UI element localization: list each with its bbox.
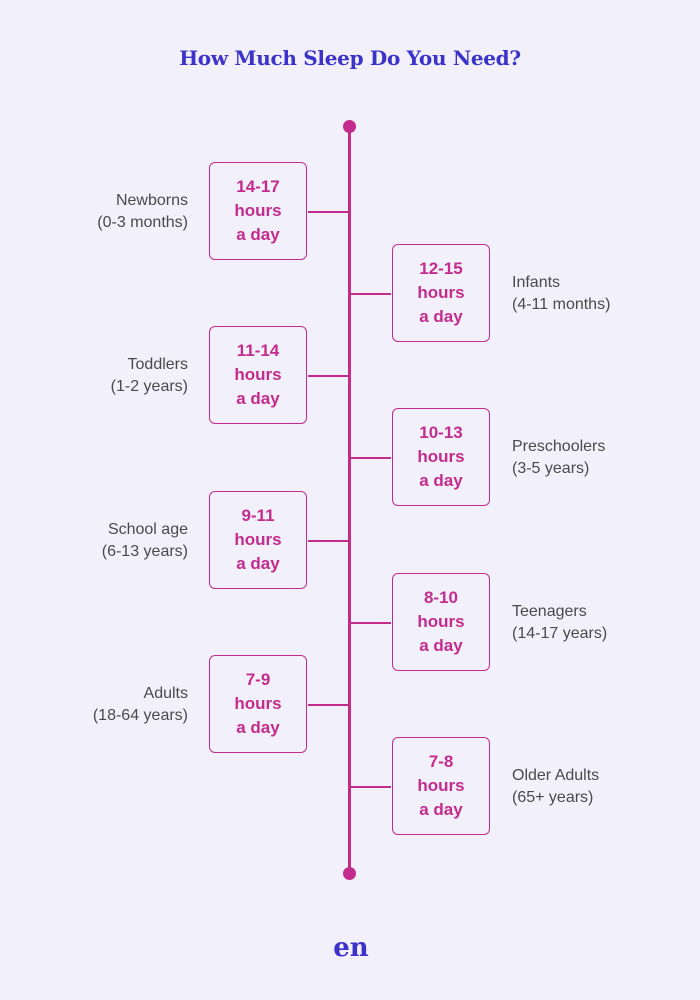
group-name: Preschoolers [512,438,606,455]
hours-range: 7-9 [245,670,271,689]
group-age: (65+ years) [512,789,594,806]
hours-unit: hours [417,447,465,466]
hours-range: 11-14 [236,341,280,360]
timeline-spine [348,126,351,874]
connector [308,704,349,706]
brand-logo: en [333,933,369,963]
age-group-label: Infants (4-11 months) [512,272,682,316]
hours-unit: hours [417,283,465,302]
group-age: (1-2 years) [110,378,188,395]
hours-range: 10-13 [419,423,463,442]
age-group-label: Teenagers (14-17 years) [512,601,682,645]
timeline-start-dot [343,120,356,133]
group-name: Adults [143,685,188,702]
sleep-hours-box: 8-10 hours a day [392,573,490,671]
connector [350,622,391,624]
hours-period: a day [236,389,280,408]
page-title: How Much Sleep Do You Need? [179,46,521,70]
connector [350,457,391,459]
hours-unit: hours [234,530,282,549]
hours-period: a day [419,471,463,490]
hours-range: 12-15 [419,259,463,278]
age-group-label: Preschoolers (3-5 years) [512,436,682,480]
group-name: Teenagers [512,603,587,620]
group-age: (4-11 months) [512,296,611,313]
group-name: Newborns [115,192,188,209]
hours-unit: hours [234,201,282,220]
group-name: School age [107,521,188,538]
connector [308,211,349,213]
sleep-hours-box: 7-8 hours a day [392,737,490,835]
connector [350,786,391,788]
hours-period: a day [236,225,280,244]
sleep-hours-box: 7-9 hours a day [209,655,307,753]
hours-period: a day [419,636,463,655]
hours-range: 14-17 [236,177,280,196]
hours-unit: hours [417,776,465,795]
sleep-hours-box: 12-15 hours a day [392,244,490,342]
age-group-label: Toddlers (1-2 years) [28,354,188,398]
group-name: Toddlers [127,356,188,373]
sleep-hours-box: 14-17 hours a day [209,162,307,260]
group-age: (6-13 years) [101,543,188,560]
group-name: Older Adults [512,767,600,784]
hours-period: a day [419,800,463,819]
hours-unit: hours [417,612,465,631]
age-group-label: Older Adults (65+ years) [512,765,682,809]
age-group-label: School age (6-13 years) [28,519,188,563]
group-age: (14-17 years) [512,625,608,642]
sleep-hours-box: 10-13 hours a day [392,408,490,506]
connector [308,375,349,377]
hours-unit: hours [234,694,282,713]
sleep-hours-box: 11-14 hours a day [209,326,307,424]
connector [308,540,349,542]
sleep-hours-box: 9-11 hours a day [209,491,307,589]
group-age: (3-5 years) [512,460,590,477]
hours-range: 7-8 [428,752,454,771]
hours-range: 8-10 [423,588,458,607]
age-group-label: Newborns (0-3 months) [28,190,188,234]
age-group-label: Adults (18-64 years) [28,683,188,727]
hours-unit: hours [234,365,282,384]
hours-period: a day [419,307,463,326]
group-name: Infants [512,274,561,291]
connector [350,293,391,295]
group-age: (18-64 years) [92,707,188,724]
timeline-end-dot [343,867,356,880]
hours-range: 9-11 [241,506,275,525]
group-age: (0-3 months) [97,214,188,231]
hours-period: a day [236,718,280,737]
hours-period: a day [236,554,280,573]
